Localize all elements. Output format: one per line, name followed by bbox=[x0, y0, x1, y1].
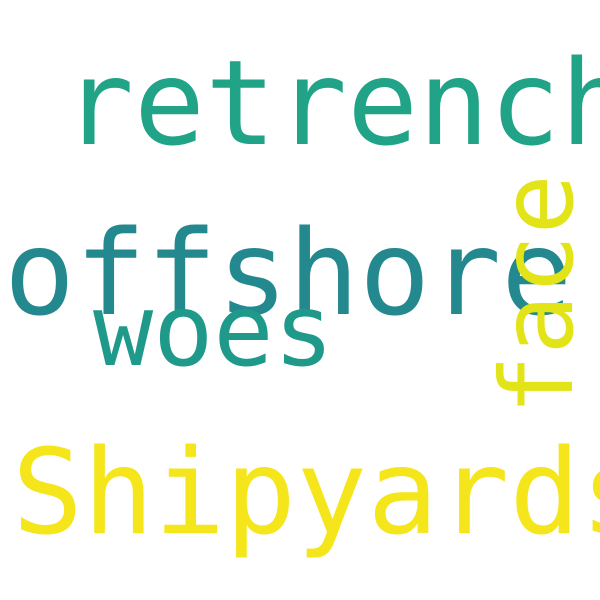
word-face: face bbox=[479, 174, 596, 415]
word-woes: woes bbox=[93, 272, 334, 389]
word-shipyards: Shipyards bbox=[12, 423, 600, 561]
word-offshore: offshore bbox=[4, 204, 573, 342]
word-retrench: retrench bbox=[63, 34, 600, 172]
